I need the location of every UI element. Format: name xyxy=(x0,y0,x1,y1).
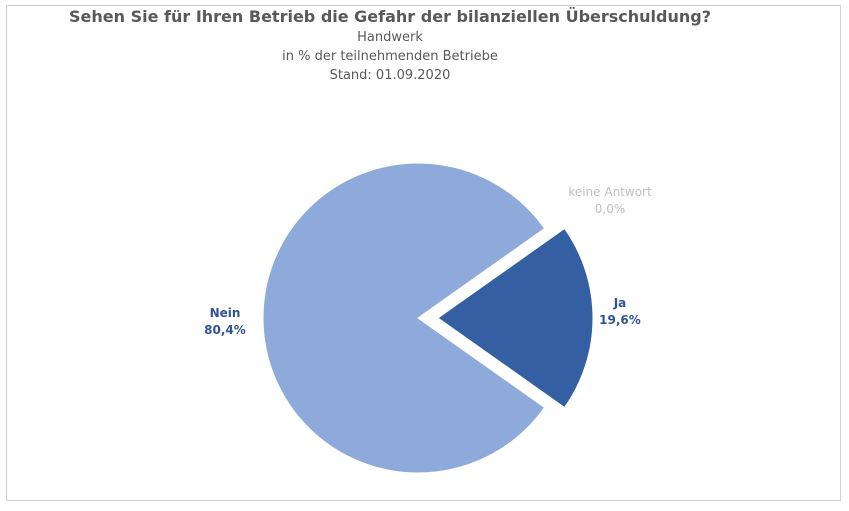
chart-title: Sehen Sie für Ihren Betrieb die Gefahr d… xyxy=(69,7,711,26)
slice-label-name-keine-antwort: keine Antwort xyxy=(568,185,652,199)
chart-subtitle-1: Handwerk xyxy=(357,30,423,45)
slice-label-value-nein: 80,4% xyxy=(204,323,246,337)
pie-slice-ja xyxy=(437,227,594,409)
chart-subtitle-2: in % der teilnehmenden Betriebe xyxy=(282,49,498,64)
slice-label-value-keine-antwort: 0,0% xyxy=(595,202,626,216)
slice-label-name-ja: Ja xyxy=(613,296,627,310)
slice-label-name-nein: Nein xyxy=(210,306,241,320)
pie-slice-nein xyxy=(262,162,546,474)
title-block: Sehen Sie für Ihren Betrieb die Gefahr d… xyxy=(0,6,780,85)
chart-subtitle-3: Stand: 01.09.2020 xyxy=(329,68,451,83)
slice-label-value-ja: 19,6% xyxy=(599,313,641,327)
